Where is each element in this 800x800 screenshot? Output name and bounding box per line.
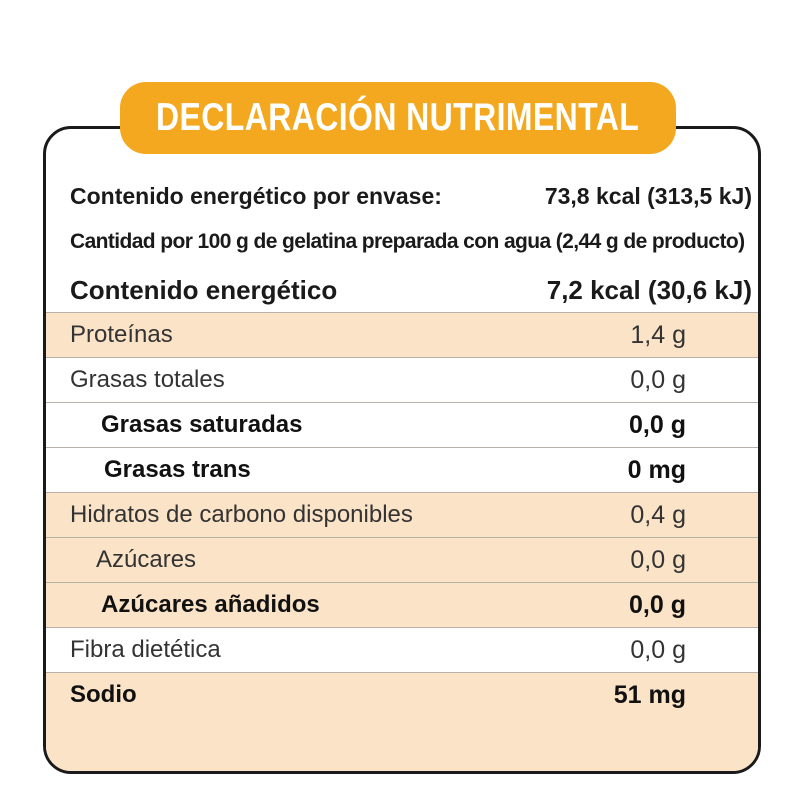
serving-basis: Cantidad por 100 g de gelatina preparada… — [70, 230, 752, 254]
nutrient-value: 0,0 g — [629, 410, 686, 439]
nutrient-value: 0,0 g — [630, 365, 686, 394]
serving-basis-label: Cantidad por 100 g de gelatina preparada… — [70, 230, 745, 253]
table-row: Grasas totales 0,0 g — [46, 357, 758, 402]
nutrient-value: 0,0 g — [630, 635, 686, 664]
table-row: Grasas trans 0 mg — [46, 447, 758, 492]
energy-content-label: Contenido energético — [70, 275, 338, 305]
table-title: DECLARACIÓN NUTRIMENTAL — [156, 96, 640, 139]
nutrition-table: Contenido energético por envase: 73,8 kc… — [43, 126, 761, 774]
energy-per-package-value: 73,8 kcal (313,5 kJ) — [544, 183, 752, 209]
nutrient-label: Hidratos de carbono disponibles — [70, 501, 413, 528]
nutrient-value: 0,0 g — [629, 590, 686, 619]
nutrient-label: Fibra dietética — [70, 636, 221, 663]
title-banner: DECLARACIÓN NUTRIMENTAL — [120, 82, 676, 154]
nutrient-label: Grasas totales — [70, 366, 225, 393]
nutrient-label: Azúcares añadidos — [101, 591, 320, 618]
energy-per-package: Contenido energético por envase: 73,8 kc… — [70, 183, 752, 210]
nutrient-label: Proteínas — [70, 321, 173, 348]
table-row: Grasas saturadas 0,0 g — [46, 402, 758, 447]
nutrient-value: 51 mg — [613, 681, 686, 709]
table-row: Azúcares 0,0 g — [46, 537, 758, 582]
nutrient-label: Grasas trans — [104, 456, 251, 483]
nutrient-value: 0,4 g — [630, 500, 686, 529]
table-row: Fibra dietética 0,0 g — [46, 627, 758, 672]
nutrient-label: Grasas saturadas — [101, 411, 303, 438]
nutrient-value: 0 mg — [627, 455, 686, 484]
nutrient-value: 0,0 g — [630, 545, 686, 574]
energy-content-value: 7,2 kcal (30,6 kJ) — [546, 275, 752, 305]
table-row: Azúcares añadidos 0,0 g — [46, 582, 758, 627]
table-row: Hidratos de carbono disponibles 0,4 g — [46, 492, 758, 537]
nutrient-label: Azúcares — [96, 546, 197, 573]
table-row: Proteínas 1,4 g — [46, 312, 758, 357]
nutrient-label: Sodio — [70, 681, 137, 708]
nutrient-value: 1,4 g — [630, 320, 686, 349]
energy-per-package-label: Contenido energético por envase: — [70, 183, 442, 209]
table-row: Sodio 51 mg — [46, 672, 758, 771]
energy-content: Contenido energético 7,2 kcal (30,6 kJ) — [70, 275, 752, 306]
